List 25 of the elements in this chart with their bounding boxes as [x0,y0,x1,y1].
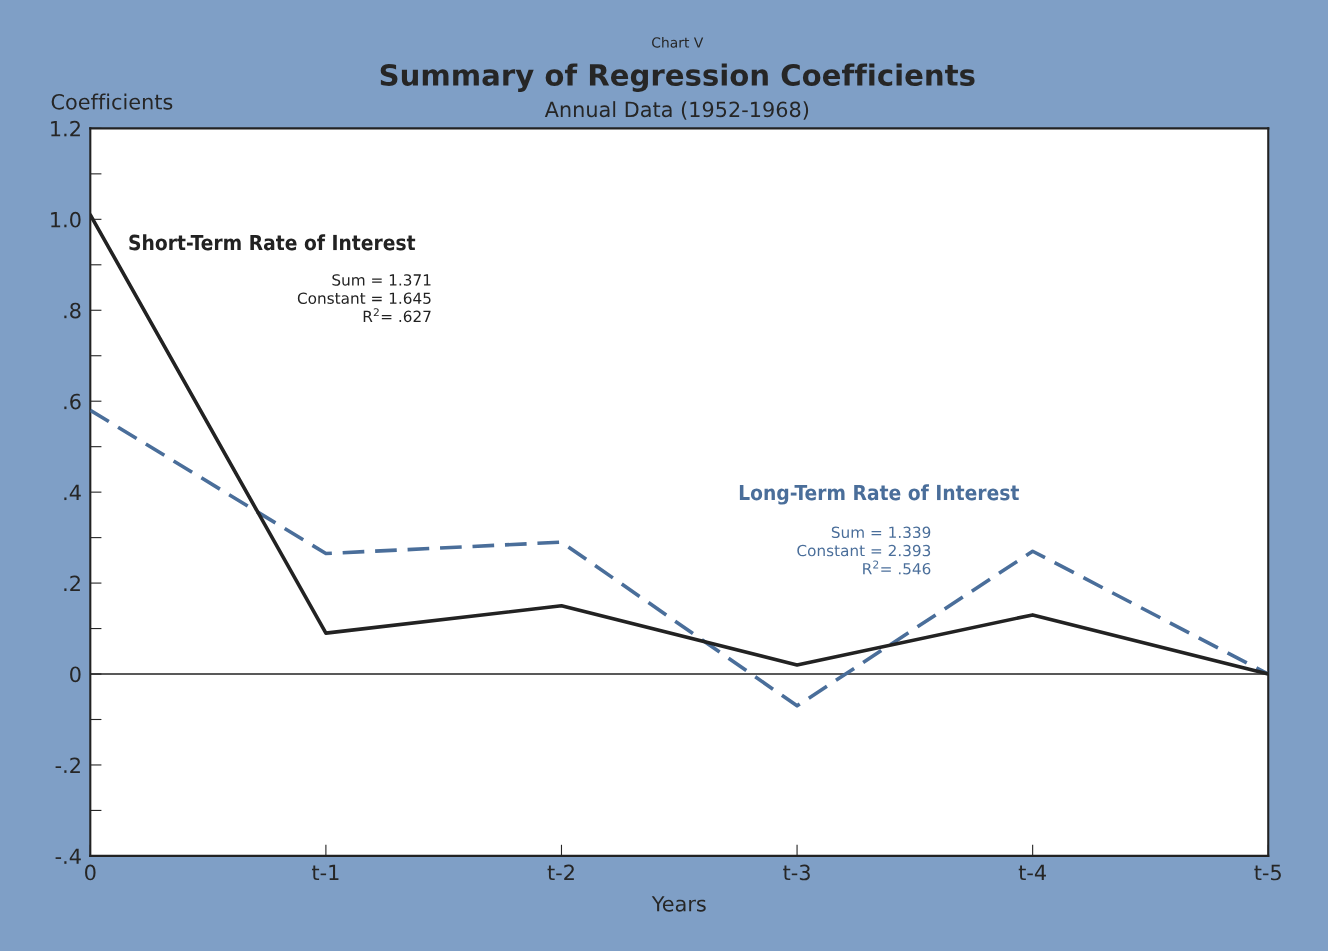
line-series [90,408,1269,708]
annotation: Sum = 1.339 Constant = 2.393 R$^{2}$= .546 [797,526,931,575]
chart-title: Summary of Regression Coefficients [380,63,975,92]
y-axis-title: Coefficients [51,93,173,110]
x-axis-title: Years [651,896,706,912]
annotation: Sum = 1.371 Constant = 1.645 R$^{2}$= .627 [297,274,431,323]
y-tick-label: 1.0 [51,211,81,228]
x-tick-label: t-5 [1254,864,1281,881]
y-tick-label: .6 [64,393,81,410]
text: Long-Term Rate of Interest [739,484,1019,505]
x-tick-label: 0 [85,864,96,881]
x-tick-label: t-1 [311,864,339,881]
x-tick-label: t-4 [1018,864,1046,881]
text: Chart V [652,37,704,48]
x-tick-label: t-2 [547,864,574,881]
series-label: Short-Term Rate of Interest [129,234,416,251]
y-tick-label: 0 [70,666,81,683]
y-tick-label: -.4 [55,848,81,864]
y-tick-label: .4 [64,484,81,501]
y-tick-label: 1.2 [51,120,80,137]
y-tick-label: -.2 [55,757,80,773]
y-tick-label: .2 [64,575,80,591]
x-tick-label: t-3 [783,864,810,881]
y-tick-label: .8 [64,302,81,319]
chart-subtitle: Annual Data (1952-1968) [544,101,809,120]
